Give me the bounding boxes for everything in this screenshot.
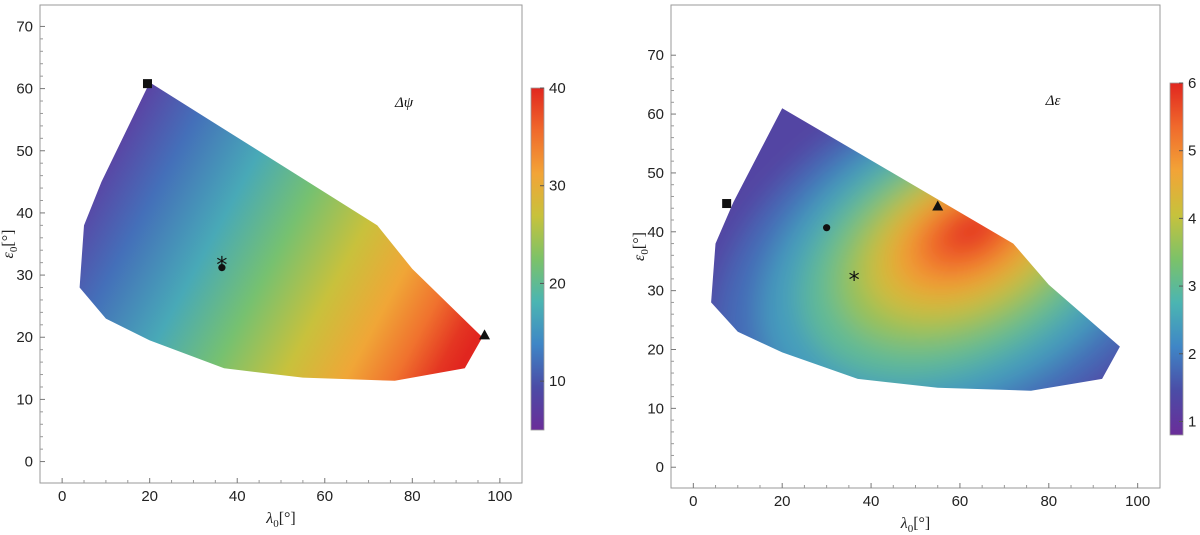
circle-marker xyxy=(218,264,226,272)
axes: 0 20 40 60 80 100 0 10 20 30 40 50 60 70 xyxy=(16,18,512,505)
colorbar-tick-label: 2 xyxy=(1188,346,1196,363)
square-marker xyxy=(142,79,152,89)
x-axis-label: λ0[°] xyxy=(265,510,296,530)
colorbar-ramp xyxy=(530,87,545,431)
x-tick-label: 0 xyxy=(58,488,66,505)
region-fill xyxy=(711,108,1120,391)
y-tick-label: 50 xyxy=(16,143,33,160)
colorbar-tick-label: 30 xyxy=(549,178,566,195)
colorbar-tick-label: 1 xyxy=(1188,413,1196,430)
x-tick-label: 100 xyxy=(487,488,512,505)
colorbar-tick-label: 10 xyxy=(549,373,566,390)
y-tick-label: 60 xyxy=(647,106,664,123)
colorbar-tick-label: 5 xyxy=(1188,143,1196,160)
x-tick-label: 80 xyxy=(1040,493,1057,510)
colored-region xyxy=(79,82,483,381)
region-fill xyxy=(79,82,483,381)
left-chart: 020406080100010203040506070λ0[°]ε0[°]Δψ*… xyxy=(0,4,566,530)
y-axis-label: ε0[°] xyxy=(0,230,20,259)
y-axis-label: ε0[°] xyxy=(631,232,651,261)
x-tick-label: 20 xyxy=(141,488,158,505)
y-tick-label: 60 xyxy=(16,81,33,98)
colorbar-tick-label: 4 xyxy=(1188,210,1196,227)
y-tick-label: 20 xyxy=(647,342,664,359)
x-tick-label: 20 xyxy=(774,493,791,510)
colored-region xyxy=(711,108,1120,391)
colorbar: 10 20 30 40 xyxy=(530,80,566,431)
colorbar-tick-label: 40 xyxy=(549,80,566,97)
y-tick-label: 70 xyxy=(16,18,33,35)
axes: 0 20 40 60 80 100 0 10 20 30 40 50 60 70 xyxy=(647,47,1150,510)
y-tick-label: 10 xyxy=(647,400,664,417)
x-tick-label: 40 xyxy=(863,493,880,510)
x-tick-label: 60 xyxy=(316,488,333,505)
annotation-label: Δε xyxy=(1045,93,1061,109)
x-tick-label: 0 xyxy=(689,493,697,510)
triangle-marker xyxy=(932,200,944,211)
y-tick-label: 50 xyxy=(647,165,664,182)
x-axis-label: λ0[°] xyxy=(900,515,931,535)
circle-marker xyxy=(823,224,831,232)
y-tick-label: 30 xyxy=(16,267,33,284)
right-chart: 0 20 40 60 80 100 0 10 20 30 40 50 60 70 λ0[°] ε0[°] Δε *… xyxy=(631,4,1196,535)
x-tick-label: 60 xyxy=(952,493,969,510)
y-tick-label: 20 xyxy=(16,329,33,346)
square-marker xyxy=(722,199,732,209)
x-tick-label: 80 xyxy=(404,488,421,505)
y-tick-label: 40 xyxy=(16,205,33,222)
y-tick-label: 70 xyxy=(647,47,664,64)
triangle-marker xyxy=(479,329,491,340)
y-tick-label: 10 xyxy=(16,391,33,408)
x-tick-label: 100 xyxy=(1125,493,1150,510)
y-tick-label: 30 xyxy=(647,283,664,300)
star-marker: * xyxy=(849,269,860,294)
colorbar: 1 2 3 4 5 6 xyxy=(1169,75,1196,436)
annotation-label: Δψ xyxy=(394,95,414,111)
y-tick-label: 0 xyxy=(25,454,33,471)
colorbar-tick-label: 20 xyxy=(549,275,566,292)
y-tick-label: 0 xyxy=(656,459,664,476)
colorbar-ramp xyxy=(1169,82,1184,436)
colorbar-tick-label: 3 xyxy=(1188,278,1196,295)
x-tick-label: 40 xyxy=(229,488,246,505)
colorbar-tick-label: 6 xyxy=(1188,75,1196,92)
y-tick-label: 40 xyxy=(647,224,664,241)
